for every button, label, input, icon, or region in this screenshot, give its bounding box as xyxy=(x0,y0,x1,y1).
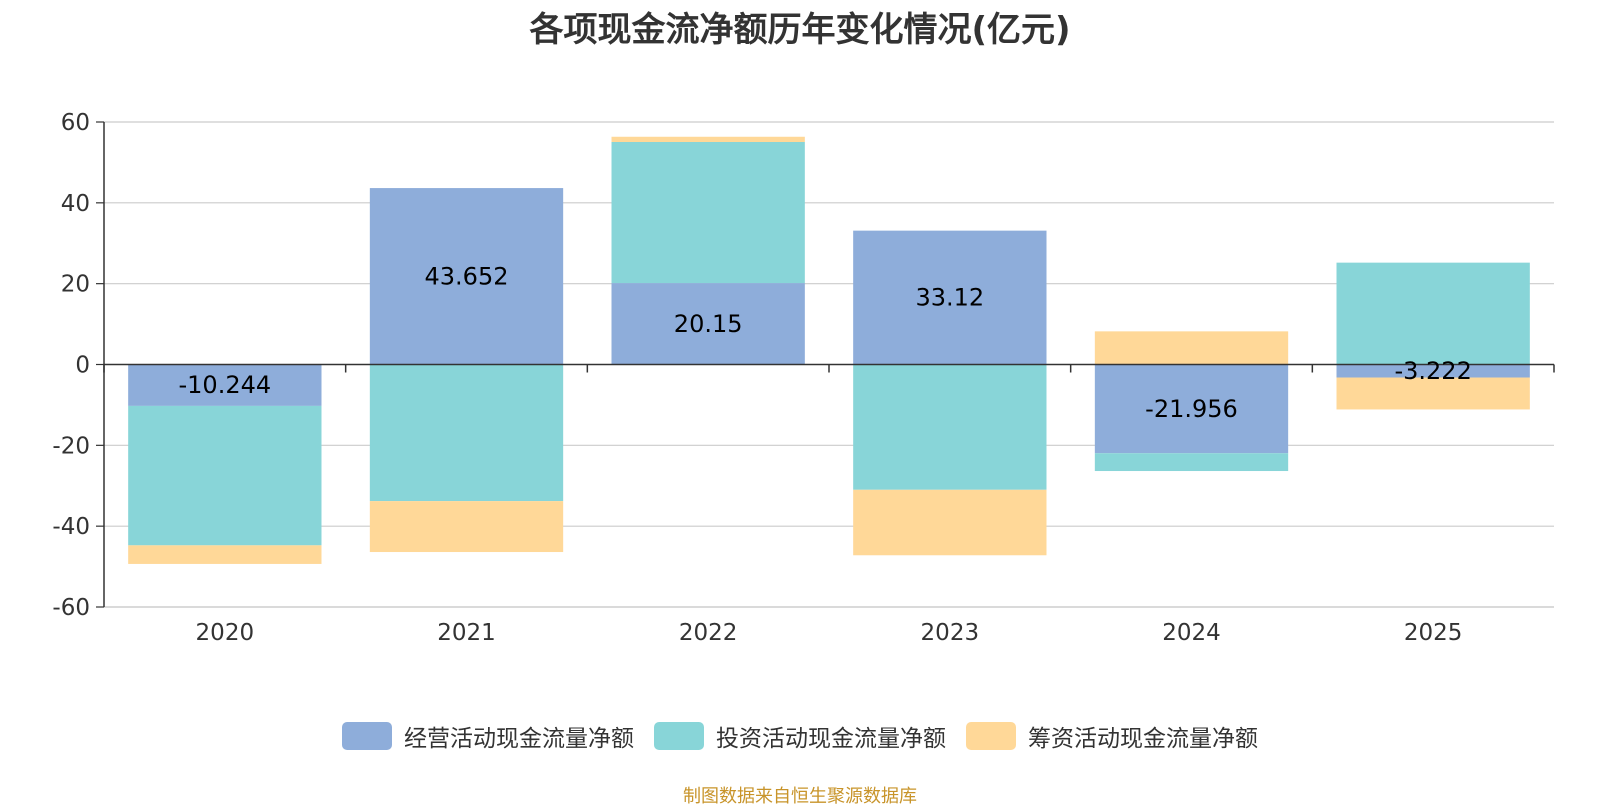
bar-series-2-2020[interactable] xyxy=(128,405,322,546)
x-tick-label: 2020 xyxy=(196,620,255,646)
legend-swatch xyxy=(342,722,392,750)
y-tick-label: 0 xyxy=(75,353,90,379)
bar-series-1-2023[interactable] xyxy=(853,230,1047,365)
bar-series-1-2024[interactable] xyxy=(1094,364,1289,454)
axis-layer: 60 40 20 0 -20 -40 -60 2020 2021 2022 2023 2024 2025 xyxy=(52,110,1555,646)
legend-swatch xyxy=(654,722,704,750)
bar-series-2-2024[interactable] xyxy=(1094,453,1289,472)
x-tick-label: 2021 xyxy=(437,620,496,646)
y-tick-label: 40 xyxy=(61,191,90,217)
chart-title: 各项现金流净额历年变化情况(亿元) xyxy=(529,10,1071,50)
bar-series-2-2023[interactable] xyxy=(853,364,1047,490)
grid-layer xyxy=(104,121,1554,608)
data-label: 43.652 xyxy=(425,262,509,290)
legend-label: 投资活动现金流量净额 xyxy=(716,726,946,752)
bar-series-3-2023[interactable] xyxy=(853,489,1047,556)
bar-series-3-2024[interactable] xyxy=(1094,331,1289,365)
bar-layer xyxy=(128,136,1530,564)
data-label: -21.956 xyxy=(1145,395,1238,423)
data-label: 20.15 xyxy=(674,310,743,338)
legend-item-1[interactable]: 经营活动现金流量净额 xyxy=(342,719,634,753)
bar-series-1-2025[interactable] xyxy=(1336,364,1530,378)
bar-series-3-2022[interactable] xyxy=(611,136,805,143)
y-tick-label: 20 xyxy=(61,272,90,298)
y-tick-label: -60 xyxy=(52,595,90,621)
bar-series-3-2025[interactable] xyxy=(1336,377,1530,410)
legend-label: 筹资活动现金流量净额 xyxy=(1028,726,1258,752)
data-label: 33.12 xyxy=(915,284,984,312)
bar-series-3-2021[interactable] xyxy=(369,501,564,553)
legend: 经营活动现金流量净额 投资活动现金流量净额 筹资活动现金流量净额 xyxy=(0,718,1600,754)
data-label: -10.244 xyxy=(179,371,272,399)
data-source-note: 制图数据来自恒生聚源数据库 xyxy=(683,786,917,807)
y-tick-label: 60 xyxy=(61,110,90,136)
bar-series-1-2021[interactable] xyxy=(369,188,564,365)
data-label: -3.222 xyxy=(1394,357,1471,385)
x-tick-label: 2023 xyxy=(921,620,980,646)
x-tick-label: 2022 xyxy=(679,620,738,646)
legend-swatch xyxy=(966,722,1016,750)
label-layer: -10.244 43.652 20.15 33.12 -21.956 -3.222 xyxy=(179,262,1472,423)
bar-series-2-2022[interactable] xyxy=(611,142,805,284)
bar-series-1-2022[interactable] xyxy=(611,283,805,365)
x-tick-label: 2025 xyxy=(1404,620,1463,646)
bar-series-3-2020[interactable] xyxy=(128,545,322,564)
y-tick-label: -40 xyxy=(52,514,90,540)
legend-item-3[interactable]: 筹资活动现金流量净额 xyxy=(966,719,1258,753)
y-tick-label: -20 xyxy=(52,433,90,459)
cash-flow-chart: 60 40 20 0 -20 -40 -60 2020 2021 2022 2023 2024 2025… xyxy=(52,110,1555,646)
legend-item-2[interactable]: 投资活动现金流量净额 xyxy=(654,719,946,753)
bar-series-1-2020[interactable] xyxy=(128,364,322,406)
legend-label: 经营活动现金流量净额 xyxy=(404,726,634,752)
x-tick-label: 2024 xyxy=(1162,620,1221,646)
bar-series-2-2021[interactable] xyxy=(369,364,564,502)
bar-series-2-2025[interactable] xyxy=(1336,262,1530,365)
